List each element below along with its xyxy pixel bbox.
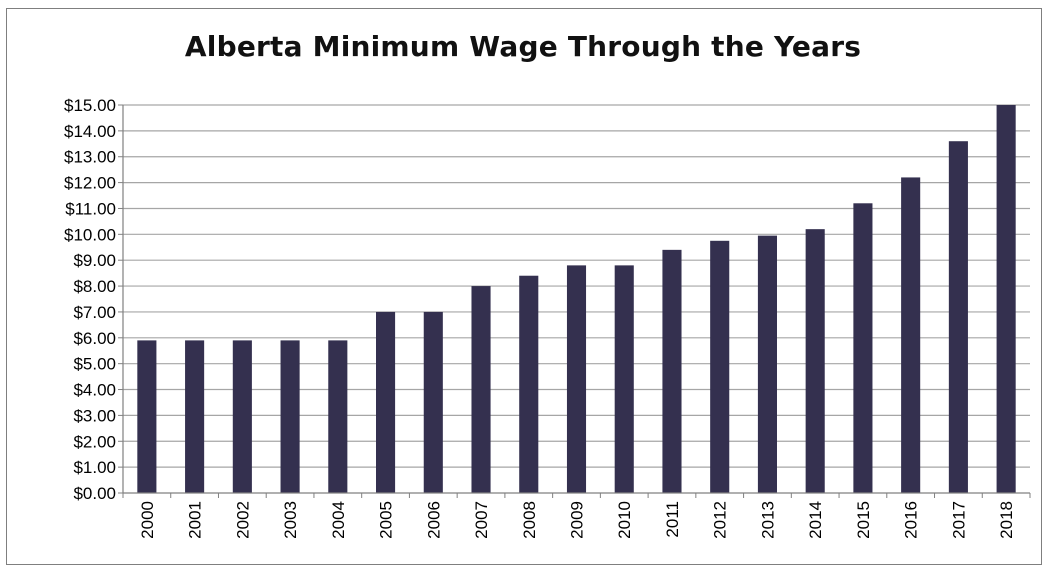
x-tick-label: 2017: [949, 501, 968, 539]
y-tick-label: $14.00: [64, 122, 116, 141]
y-tick-label: $10.00: [64, 225, 116, 244]
bar: [423, 311, 443, 493]
bar: [519, 275, 539, 493]
axes: [118, 104, 1031, 498]
x-tick-label: 2000: [138, 501, 157, 539]
y-tick-label: $2.00: [73, 432, 116, 451]
bar: [471, 286, 491, 493]
bars: [137, 105, 1016, 494]
bar: [185, 340, 205, 493]
bar: [948, 141, 968, 494]
chart-title: Alberta Minimum Wage Through the Years: [184, 30, 862, 63]
y-tick-label: $11.00: [65, 199, 116, 218]
x-tick-label: 2015: [854, 501, 873, 539]
x-tick-label: 2003: [281, 501, 300, 539]
x-tick-label: 2007: [472, 501, 491, 539]
y-tick-label: $5.00: [73, 355, 116, 374]
y-tick-labels: $0.00 $1.00 $2.00 $3.00 $4.00 $5.00 $6.00 $7.00…: [64, 96, 116, 503]
x-tick-label: 2006: [424, 501, 443, 539]
x-tick-label: 2004: [329, 501, 348, 539]
y-tick-label: $1.00: [73, 458, 116, 477]
x-tick-label: 2009: [568, 501, 587, 539]
y-tick-label: $8.00: [73, 277, 116, 296]
bar: [757, 235, 777, 494]
y-tick-label: $9.00: [73, 251, 116, 270]
x-tick-label: 2005: [377, 501, 396, 539]
y-tick-label: $6.00: [73, 329, 116, 348]
x-tick-label: 2014: [806, 501, 825, 539]
bar: [232, 340, 252, 493]
x-tick-label: 2013: [758, 501, 777, 539]
y-tick-label: $13.00: [64, 148, 116, 167]
bar: [901, 177, 921, 493]
y-tick-label: $7.00: [73, 303, 116, 322]
bar: [662, 249, 682, 493]
bar: [996, 105, 1016, 493]
x-tick-label: 2018: [997, 501, 1016, 539]
x-tick-label: 2001: [186, 501, 205, 539]
y-tick-label: $15.00: [64, 96, 116, 115]
x-tick-label: 2010: [615, 501, 634, 539]
x-tick-label: 2016: [902, 501, 921, 539]
x-tick-label: 2002: [233, 501, 252, 539]
bar: [376, 311, 396, 493]
bar: [328, 340, 348, 493]
x-tick-label: 2012: [711, 501, 730, 539]
bar: [853, 203, 873, 493]
x-tick-labels: 2000 2001 2002 2003 2004 2005 2006 2007 2008 2009…: [138, 501, 1016, 539]
bar: [280, 340, 300, 493]
bar: [805, 229, 825, 493]
bar: [137, 340, 157, 493]
bar: [710, 240, 730, 493]
bar: [566, 265, 587, 493]
y-tick-label: $12.00: [64, 174, 116, 193]
bar: [614, 265, 634, 493]
y-tick-label: $0.00: [73, 484, 116, 503]
x-tick-label: 2008: [520, 501, 539, 539]
y-tick-label: $3.00: [73, 406, 116, 425]
x-tick-label: 2011: [663, 501, 682, 538]
y-tick-label: $4.00: [73, 381, 116, 400]
